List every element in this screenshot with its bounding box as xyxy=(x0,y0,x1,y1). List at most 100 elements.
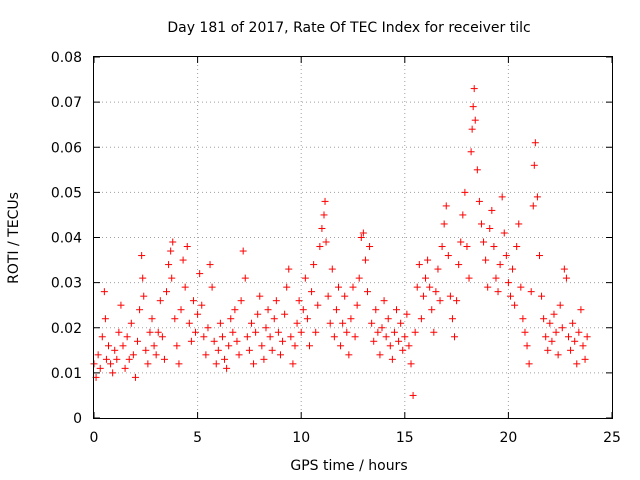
y-tick-label: 0.08 xyxy=(51,50,82,66)
data-point xyxy=(208,283,216,291)
data-point xyxy=(225,342,233,350)
y-tick-label: 0.06 xyxy=(51,140,82,156)
data-point xyxy=(185,319,193,327)
y-axis-label: ROTI / TECUs xyxy=(6,192,22,284)
data-point xyxy=(297,328,305,336)
data-point xyxy=(243,333,251,341)
data-point xyxy=(372,306,380,314)
data-point xyxy=(127,319,135,327)
data-point xyxy=(136,306,144,314)
data-point xyxy=(337,342,345,350)
data-point xyxy=(144,360,152,368)
data-point xyxy=(192,328,200,336)
data-point xyxy=(571,337,579,345)
data-point xyxy=(245,346,253,354)
axis-ticks: 0 5 10 15 20 25 0 0.01 0.02 0.03 0.04 0.05 0.06 0.07 0… xyxy=(51,50,621,446)
data-point xyxy=(221,355,229,363)
data-point xyxy=(533,193,541,201)
data-point xyxy=(318,224,326,232)
data-point xyxy=(419,292,427,300)
data-point xyxy=(175,360,183,368)
data-point xyxy=(328,265,336,273)
data-point xyxy=(567,346,575,354)
data-point xyxy=(235,351,243,359)
data-point xyxy=(470,85,478,93)
data-point xyxy=(293,319,301,327)
data-point xyxy=(212,360,220,368)
data-point xyxy=(434,265,442,273)
data-point xyxy=(283,283,291,291)
data-point xyxy=(581,355,589,363)
data-point xyxy=(210,337,218,345)
data-point xyxy=(202,351,210,359)
data-point xyxy=(281,310,289,318)
data-point xyxy=(411,328,419,336)
data-point xyxy=(500,229,508,237)
data-point xyxy=(343,328,351,336)
data-point xyxy=(347,315,355,323)
data-point xyxy=(496,261,504,269)
data-point xyxy=(366,243,374,251)
data-point xyxy=(388,355,396,363)
data-point xyxy=(241,274,249,282)
data-point xyxy=(382,333,390,341)
data-point xyxy=(177,306,185,314)
y-tick-label: 0.03 xyxy=(51,276,82,292)
data-point xyxy=(216,319,224,327)
y-tick-label: 0.04 xyxy=(51,231,82,247)
data-point xyxy=(266,333,274,341)
data-point xyxy=(353,301,361,309)
data-point xyxy=(206,261,214,269)
data-point xyxy=(475,197,483,205)
x-tick-label: 20 xyxy=(499,430,517,446)
data-point xyxy=(405,342,413,350)
data-point xyxy=(473,166,481,174)
data-point xyxy=(264,306,272,314)
data-point xyxy=(502,252,510,260)
data-point xyxy=(254,310,262,318)
data-point xyxy=(96,364,104,372)
data-point xyxy=(424,256,432,264)
data-point xyxy=(525,360,533,368)
grid-lines xyxy=(94,57,612,418)
data-point xyxy=(361,256,369,264)
y-tick-label: 0 xyxy=(73,411,82,427)
data-point xyxy=(403,310,411,318)
data-point xyxy=(276,351,284,359)
data-point xyxy=(204,324,212,332)
data-point xyxy=(558,324,566,332)
data-point xyxy=(316,243,324,251)
data-point xyxy=(374,328,382,336)
data-point xyxy=(486,224,494,232)
data-point xyxy=(384,315,392,323)
data-point xyxy=(123,333,131,341)
data-point xyxy=(357,234,365,241)
data-point xyxy=(291,342,299,350)
data-point xyxy=(401,333,409,341)
data-point xyxy=(498,193,506,201)
data-point xyxy=(303,315,311,323)
data-point xyxy=(138,252,146,260)
data-point xyxy=(579,342,587,350)
x-axis-label: GPS time / hours xyxy=(290,458,407,474)
data-point xyxy=(562,274,570,282)
data-point xyxy=(94,351,102,359)
data-point xyxy=(239,247,247,255)
data-point xyxy=(115,328,123,336)
data-point xyxy=(364,288,372,296)
data-point xyxy=(279,337,287,345)
data-point xyxy=(310,261,318,269)
data-point xyxy=(168,274,176,282)
data-point xyxy=(531,139,539,147)
data-point xyxy=(308,288,316,296)
y-tick-label: 0.07 xyxy=(51,95,82,111)
data-point xyxy=(506,292,514,300)
data-point xyxy=(107,360,115,368)
data-point xyxy=(436,297,444,305)
data-point xyxy=(247,319,255,327)
data-point xyxy=(272,297,280,305)
data-point xyxy=(530,161,538,169)
data-point xyxy=(250,360,258,368)
data-point xyxy=(334,283,342,291)
